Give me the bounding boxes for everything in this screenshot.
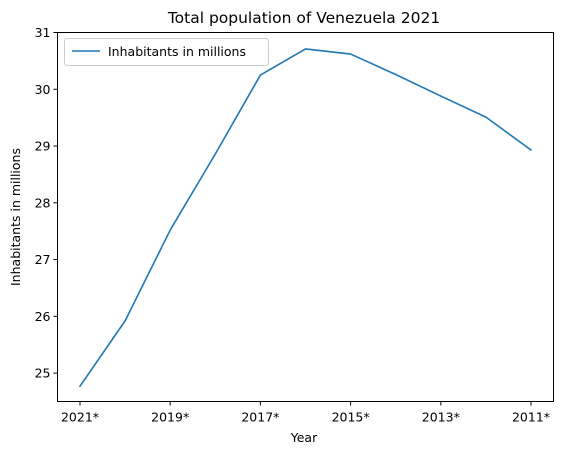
x-axis-label: Year — [290, 430, 318, 445]
legend: Inhabitants in millions — [64, 38, 269, 66]
legend-box — [64, 38, 269, 66]
y-tick-label: 26 — [35, 309, 51, 324]
x-tick-label: 2021* — [61, 410, 99, 425]
legend-label: Inhabitants in millions — [108, 44, 246, 59]
x-tick-label: 2011* — [512, 410, 550, 425]
y-tick-label: 28 — [35, 195, 51, 210]
y-axis-label: Inhabitants in millions — [8, 148, 23, 286]
y-tick-label: 25 — [35, 366, 51, 381]
x-tick-label: 2015* — [332, 410, 370, 425]
x-tick-label: 2017* — [241, 410, 279, 425]
x-axis: 2021* 2019* 2017* 2015* 2013* 2011* — [61, 401, 550, 425]
x-tick-label: 2013* — [422, 410, 460, 425]
y-tick-label: 30 — [35, 82, 51, 97]
y-axis: 25 26 27 28 29 30 31 — [35, 25, 58, 381]
chart-title: Total population of Venezuela 2021 — [167, 9, 440, 27]
y-tick-label: 27 — [35, 252, 51, 267]
y-tick-label: 29 — [35, 139, 51, 154]
x-tick-label: 2019* — [151, 410, 189, 425]
series-layer — [79, 48, 532, 387]
plot-area-frame — [57, 32, 554, 402]
y-tick-label: 31 — [35, 25, 51, 40]
series-line-inhabitants — [79, 48, 532, 387]
